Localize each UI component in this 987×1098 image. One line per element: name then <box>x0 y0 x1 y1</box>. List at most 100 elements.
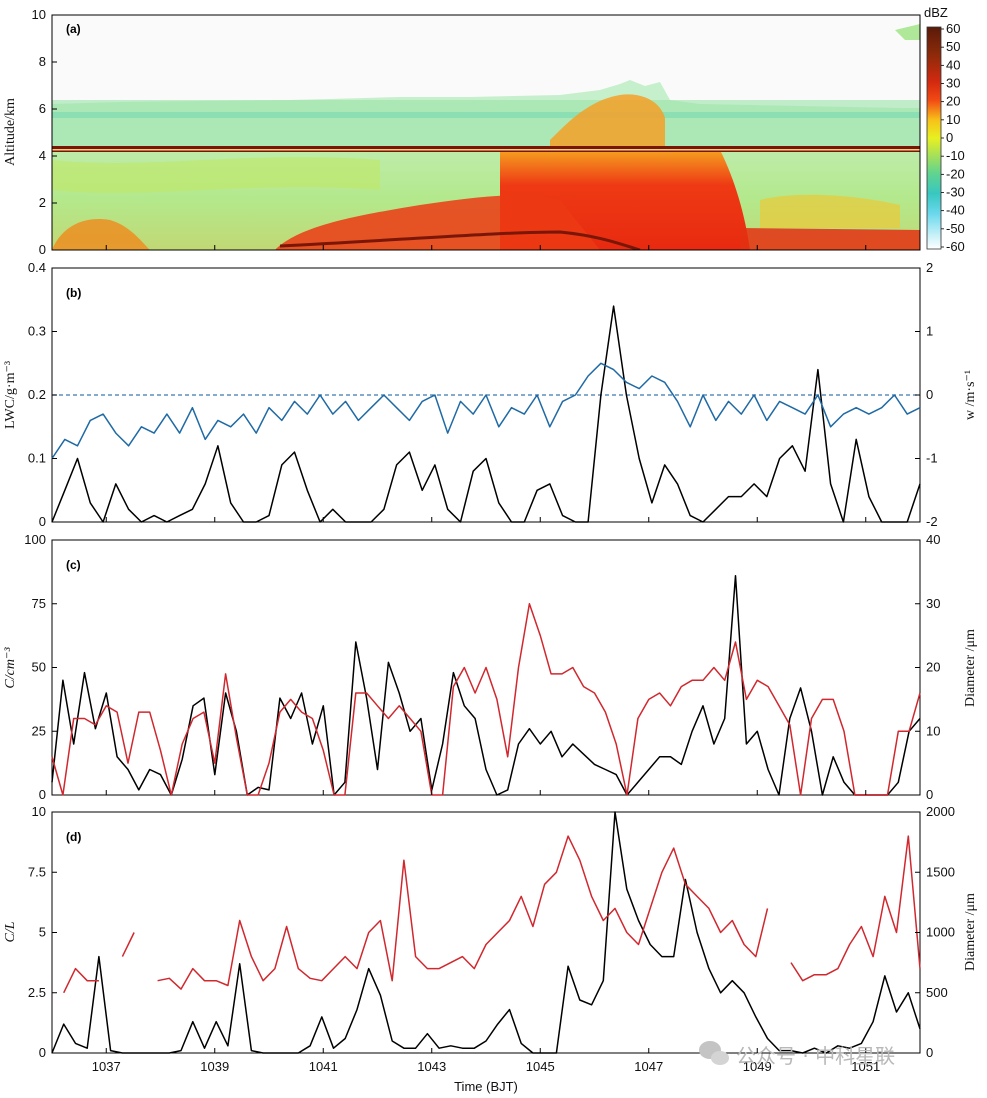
panel-d-series <box>51 811 921 1054</box>
panel-d-tag: (d) <box>66 830 81 844</box>
panel-d-y2-ticks: 0 500 1000 1500 2000 <box>915 804 955 1060</box>
panel-b-y-tick-label: 0.4 <box>28 260 46 275</box>
colorbar: dBZ 60 50 40 30 20 10 0 -10 -20 -30 -40 -50 -60 <box>924 5 965 254</box>
panel-b-y2-tick-label: -2 <box>926 514 938 529</box>
panel-c-y-ticks: 0 25 50 75 100 <box>24 532 57 802</box>
panel-d-y-tick-label: 0 <box>39 1045 46 1060</box>
x-ticks: 1037 1039 1041 1043 1045 1047 1049 1051 <box>92 245 880 1074</box>
panel-a-y-tick-label: 2 <box>39 195 46 210</box>
colorbar-tick-label: -10 <box>946 148 965 163</box>
panel-a-tag: (a) <box>66 22 81 36</box>
colorbar-tick-label: 60 <box>946 21 960 36</box>
panel-c: (c) 0 25 50 75 100 0 10 20 30 40 C/cm⁻³ Diameter… <box>3 532 978 802</box>
colorbar-tick-label: -20 <box>946 166 965 181</box>
colorbar-tick-label: -50 <box>946 221 965 236</box>
colorbar-label: dBZ <box>924 5 948 20</box>
panel-a: (a) 0 2 4 6 8 10 Altitude/km dBZ 60 50 40 30 20 10… <box>3 5 965 257</box>
panel-a-y-tick-label: 10 <box>32 7 46 22</box>
panel-d-y-tick-label: 2.5 <box>28 985 46 1000</box>
panel-d-ylabel: C/L <box>3 921 18 942</box>
panel-c-tag: (c) <box>66 558 81 572</box>
series-1-line <box>63 967 99 994</box>
series-1-line <box>790 835 921 982</box>
x-axis: 1037 1039 1041 1043 1045 1047 1049 1051 Time (B… <box>92 245 880 1094</box>
panel-b-y-tick-label: 0 <box>39 514 46 529</box>
colorbar-tick-label: -60 <box>946 239 965 254</box>
x-tick-label: 1043 <box>417 1059 446 1074</box>
panel-a-y-ticks: 0 2 4 6 8 10 <box>32 7 57 257</box>
panel-d-y2-tick-label: 1000 <box>926 925 955 940</box>
colorbar-scale <box>926 26 942 250</box>
colorbar-tick-label: 50 <box>946 39 960 54</box>
panel-c-y-tick-label: 25 <box>32 723 46 738</box>
panel-b-y2-tick-label: -1 <box>926 451 938 466</box>
panel-b-y-tick-label: 0.1 <box>28 451 46 466</box>
panel-b-y-tick-label: 0.2 <box>28 387 46 402</box>
colorbar-tick-label: 20 <box>946 94 960 109</box>
panel-c-y-tick-label: 0 <box>39 787 46 802</box>
panel-d-y-tick-label: 7.5 <box>28 864 46 879</box>
panel-b-y2-tick-label: 0 <box>926 387 933 402</box>
x-tick-label: 1051 <box>851 1059 880 1074</box>
colorbar-tick-label: -30 <box>946 185 965 200</box>
panel-d-y2-tick-label: 500 <box>926 985 948 1000</box>
x-axis-label: Time (BJT) <box>454 1079 518 1094</box>
panel-c-y-tick-label: 50 <box>32 660 46 675</box>
x-tick-label: 1047 <box>634 1059 663 1074</box>
panel-d-y2-tick-label: 0 <box>926 1045 933 1060</box>
colorbar-tick-label: 10 <box>946 112 960 127</box>
series-0-line <box>51 574 921 796</box>
colorbar-tick-label: 40 <box>946 57 960 72</box>
colorbar-tick-label: -40 <box>946 203 965 218</box>
panel-a-y-tick-label: 8 <box>39 54 46 69</box>
panel-c-y2-tick-label: 0 <box>926 787 933 802</box>
panel-c-y2-tick-label: 30 <box>926 596 940 611</box>
panel-c-y2-tick-label: 20 <box>926 660 940 675</box>
watermark: 公众号 · 中科星联 <box>699 1041 895 1068</box>
panel-c-y2-tick-label: 40 <box>926 532 940 547</box>
series-0-line <box>51 811 921 1054</box>
panel-c-ylabel: C/cm⁻³ <box>3 647 18 689</box>
colorbar-ticks: 60 50 40 30 20 10 0 -10 -20 -30 -40 -50 -60 <box>941 21 965 254</box>
panel-d: (d) 0 2.5 5 7.5 10 0 500 1000 1500 2000 C/L Diam… <box>3 804 978 1060</box>
panel-b-y2-ticks: -2 -1 0 1 2 <box>915 260 938 529</box>
panel-b-ylabel: LWC/g·m⁻³ <box>3 361 18 429</box>
panel-d-y-tick-label: 10 <box>32 804 46 819</box>
series-1-line <box>157 835 769 990</box>
panel-c-series <box>51 574 921 796</box>
panel-d-y2-tick-label: 1500 <box>926 864 955 879</box>
colorbar-tick-label: 0 <box>946 130 953 145</box>
panel-c-y2-ticks: 0 10 20 30 40 <box>915 532 940 802</box>
panel-b-tag: (b) <box>66 286 81 300</box>
x-tick-label: 1045 <box>526 1059 555 1074</box>
panel-b-y2-tick-label: 1 <box>926 324 933 339</box>
panel-c-ylabel2: Diameter /μm <box>963 629 978 707</box>
panel-d-y-ticks: 0 2.5 5 7.5 10 <box>28 804 57 1060</box>
panel-a-ylabel: Altitude/km <box>3 98 18 166</box>
panel-b-series <box>51 305 921 523</box>
panel-b: (b) 0 0.1 0.2 0.3 0.4 -2 -1 0 1 2 LWC/g·m⁻³ w /m… <box>3 260 978 529</box>
series-1-line <box>121 932 135 957</box>
panel-d-y-tick-label: 5 <box>39 925 46 940</box>
panel-b-y-tick-label: 0.3 <box>28 324 46 339</box>
x-tick-label: 1037 <box>92 1059 121 1074</box>
panel-c-y-tick-label: 100 <box>24 532 46 547</box>
reflectivity-field <box>52 24 920 250</box>
panel-a-y-tick-label: 6 <box>39 101 46 116</box>
panel-b-ylabel2: w /m·s⁻¹ <box>963 370 978 420</box>
panel-a-y-tick-label: 0 <box>39 242 46 257</box>
panel-c-y-tick-label: 75 <box>32 596 46 611</box>
wechat-icon <box>699 1041 729 1065</box>
panel-b-y2-tick-label: 2 <box>926 260 933 275</box>
panel-d-frame <box>51 811 921 1054</box>
panel-d-ylabel2: Diameter /μm <box>963 893 978 971</box>
colorbar-tick-label: 30 <box>946 76 960 91</box>
panel-d-y2-tick-label: 2000 <box>926 804 955 819</box>
x-tick-label: 1049 <box>743 1059 772 1074</box>
x-tick-label: 1039 <box>200 1059 229 1074</box>
panel-b-y-ticks: 0 0.1 0.2 0.3 0.4 <box>28 260 57 529</box>
series-0-line <box>51 305 921 523</box>
series-1-line <box>51 362 921 459</box>
panel-a-frame <box>51 14 921 251</box>
